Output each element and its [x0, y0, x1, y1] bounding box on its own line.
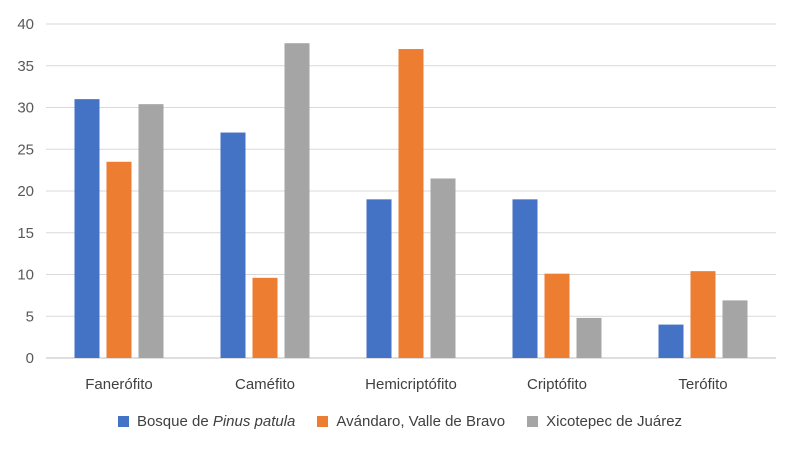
bar: [138, 104, 164, 358]
bar: [220, 132, 246, 358]
x-category-label: Caméﬁto: [235, 376, 295, 393]
y-tick-label: 30: [17, 100, 34, 117]
y-axis-ticks: 0 5 10 15 20 25 30 35 40: [17, 16, 34, 367]
y-tick-label: 0: [26, 350, 34, 367]
bars: [74, 43, 748, 359]
legend-label-bosque-italic: Pinus patula: [212, 413, 296, 430]
x-category-label: Criptóﬁto: [527, 376, 587, 393]
x-category-label: Teróﬁto: [678, 376, 727, 393]
legend-swatch-avandaro: [317, 416, 329, 427]
legend: Bosque de Pinus patula Avándaro, Valle d…: [0, 413, 800, 430]
y-tick-label: 15: [17, 225, 34, 242]
bar: [690, 271, 716, 358]
bar: [658, 324, 684, 358]
legend-swatch-bosque: [117, 416, 129, 427]
y-tick-label: 10: [17, 267, 34, 284]
y-tick-label: 20: [17, 183, 34, 200]
bar: [512, 199, 538, 358]
legend-item-bosque: Bosque de Pinus patula: [117, 413, 295, 430]
bar: [106, 161, 132, 358]
y-tick-label: 40: [17, 16, 34, 33]
bar: [430, 178, 456, 358]
legend-item-avandaro: Avándaro, Valle de Bravo: [317, 413, 505, 430]
legend-label-avandaro: Avándaro, Valle de Bravo: [336, 413, 506, 430]
bar: [284, 43, 310, 359]
bar: [544, 273, 570, 358]
bar: [366, 199, 392, 358]
bar: [252, 277, 278, 358]
bar-chart: 0 5 10 15 20 25 30 35 40 Faneróﬁto Caméﬁto Hemicri…: [17, 16, 776, 393]
legend-label-bosque-prefix: Bosque de: [136, 413, 213, 430]
legend-item-xicotepec: Xicotepec de Juárez: [527, 413, 682, 430]
y-tick-label: 35: [17, 58, 34, 75]
bar: [722, 300, 748, 358]
y-tick-label: 5: [26, 308, 34, 325]
x-axis-categories: Faneróﬁto Caméﬁto Hemicriptóﬁto Criptóﬁto Te…: [85, 376, 727, 393]
legend-label-xicotepec: Xicotepec de Juárez: [546, 413, 683, 430]
legend-swatch-xicotepec: [527, 416, 539, 427]
x-category-label: Faneróﬁto: [85, 376, 153, 393]
y-tick-label: 25: [17, 141, 34, 158]
legend-label-bosque: Bosque de Pinus patula: [137, 413, 295, 430]
bar: [398, 49, 424, 359]
bar: [74, 99, 100, 359]
x-category-label: Hemicriptóﬁto: [365, 376, 457, 393]
bar: [576, 317, 602, 358]
